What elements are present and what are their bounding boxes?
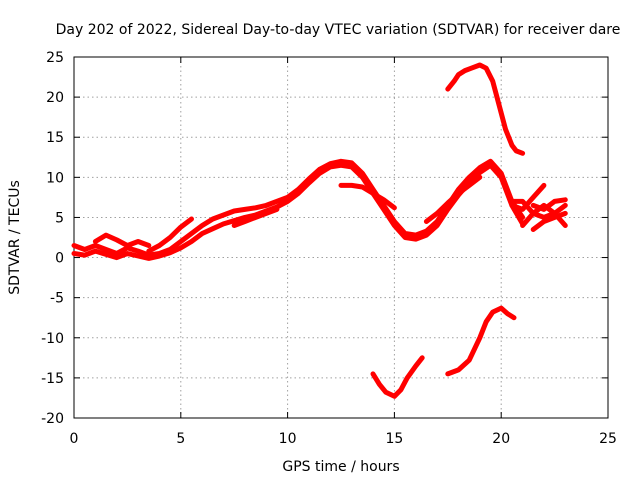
series-line-afternoon-step <box>338 182 397 211</box>
y-tick-label: -15 <box>41 371 64 387</box>
series-line-late-1 <box>509 182 547 212</box>
x-axis-label: GPS time / hours <box>282 459 399 475</box>
series-line-evening-band-a <box>231 206 280 228</box>
series-line-late-5 <box>530 210 568 232</box>
y-tick-label: -10 <box>41 331 64 347</box>
x-tick-label: 5 <box>176 431 185 447</box>
x-tick-label: 15 <box>385 431 403 447</box>
axis-ticks: 0 5 10 15 20 25 -20 -15 -10 -5 0 5 10 15 20 25 <box>41 50 617 447</box>
y-axis-label: SDTVAR / TECUs <box>7 180 23 295</box>
chart-title: Day 202 of 2022, Sidereal Day-to-day VTE… <box>56 22 621 38</box>
series-line-main-trend-b <box>71 162 526 261</box>
series-line-early-hump <box>92 232 152 248</box>
series-line-late-4 <box>509 198 568 220</box>
y-tick-label: 10 <box>46 170 64 186</box>
x-tick-label: 10 <box>279 431 297 447</box>
series-line-high-arc <box>445 62 526 156</box>
y-tick-label: 15 <box>46 130 64 146</box>
y-tick-label: -20 <box>41 411 64 427</box>
gridlines <box>74 57 608 418</box>
y-tick-label: 25 <box>46 50 64 66</box>
x-tick-label: 20 <box>492 431 510 447</box>
series-line-morning-rise <box>146 216 194 254</box>
series-line-low-dip <box>370 355 425 399</box>
series-line-low-rise <box>445 305 517 377</box>
y-tick-label: -5 <box>50 291 64 307</box>
x-tick-label: 0 <box>70 431 79 447</box>
series-line-late-3 <box>530 197 568 212</box>
series-line-evening-rise-b <box>423 174 483 224</box>
y-tick-label: 20 <box>46 90 64 106</box>
y-tick-label: 5 <box>55 210 64 226</box>
x-tick-label: 25 <box>599 431 617 447</box>
plot-frame <box>73 56 609 419</box>
data-series <box>71 62 568 399</box>
y-tick-label: 0 <box>55 251 64 267</box>
